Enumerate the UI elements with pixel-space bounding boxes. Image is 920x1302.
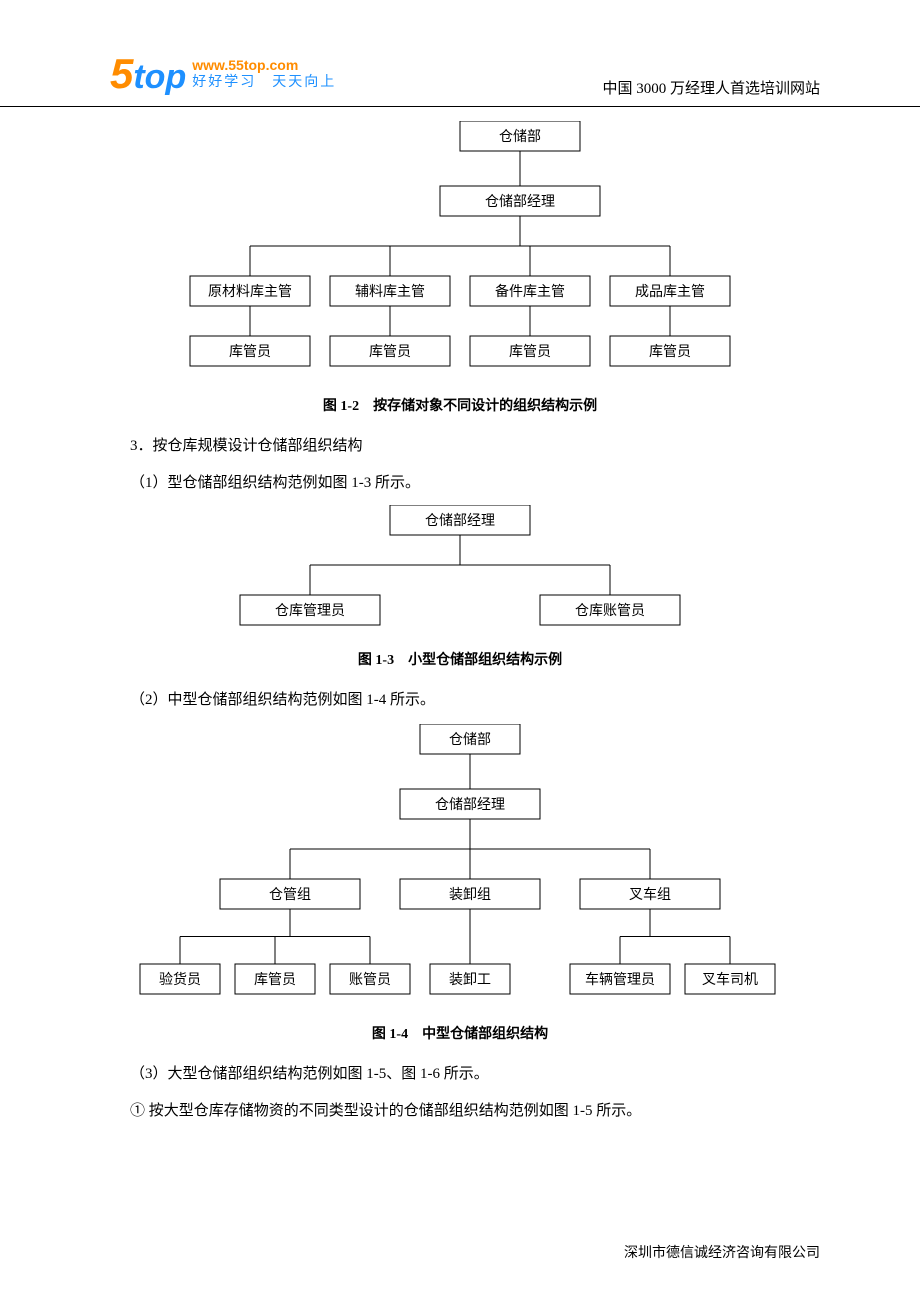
svg-text:车辆管理员: 车辆管理员: [585, 971, 655, 988]
svg-text:辅料库主管: 辅料库主管: [355, 284, 425, 300]
svg-text:库管员: 库管员: [509, 344, 551, 360]
svg-text:成品库主管: 成品库主管: [635, 284, 705, 300]
svg-text:仓储部: 仓储部: [449, 732, 491, 748]
para-3: （3）大型仓储部组织结构范例如图 1-5、图 1-6 所示。: [0, 1061, 920, 1088]
svg-text:仓库管理员: 仓库管理员: [275, 603, 345, 619]
svg-text:装卸组: 装卸组: [449, 887, 491, 903]
svg-text:叉车组: 叉车组: [629, 886, 671, 903]
para-1: （1）型仓储部组织结构范例如图 1-3 所示。: [0, 470, 920, 497]
svg-text:库管员: 库管员: [649, 344, 691, 360]
chart3-caption: 图 1-4 中型仓储部组织结构: [0, 1023, 920, 1043]
footer-text: 深圳市德信诚经济咨询有限公司: [624, 1242, 820, 1262]
logo: 5top www.55top.com 好好学习 天天向上: [110, 50, 336, 98]
svg-text:账管员: 账管员: [349, 972, 391, 988]
svg-text:仓储部经理: 仓储部经理: [485, 194, 555, 210]
org-chart-2: 仓储部经理仓库管理员 仓库账管员: [160, 505, 760, 635]
svg-text:仓储部经理: 仓储部经理: [425, 513, 495, 529]
org-chart-1: 仓储部仓储部经理原材料库主管 辅料库主管 备件库主管 成品库主管库管员 库管员 库管员 库管…: [130, 121, 790, 381]
svg-text:仓储部: 仓储部: [499, 129, 541, 145]
header-tagline: 中国 3000 万经理人首选培训网站: [602, 77, 820, 98]
logo-url: www.55top.com: [192, 56, 336, 74]
svg-text:装卸工: 装卸工: [449, 972, 491, 988]
chart1-caption: 图 1-2 按存储对象不同设计的组织结构示例: [0, 395, 920, 415]
svg-text:仓库账管员: 仓库账管员: [575, 603, 645, 619]
org-chart-3: 仓储部仓储部经理仓管组 装卸组 叉车组验货员 库管员 账管员 装卸工 车辆管理员 叉车司机: [110, 724, 810, 1009]
section3-title: 3．按仓库规模设计仓储部组织结构: [0, 433, 920, 460]
svg-text:原材料库主管: 原材料库主管: [208, 284, 292, 300]
logo-slogan: 好好学习 天天向上: [192, 74, 336, 92]
logo-mark: 5top: [110, 50, 186, 98]
svg-text:仓储部经理: 仓储部经理: [435, 797, 505, 813]
svg-text:备件库主管: 备件库主管: [495, 283, 565, 300]
chart2-caption: 图 1-3 小型仓储部组织结构示例: [0, 649, 920, 669]
page-header: 5top www.55top.com 好好学习 天天向上 中国 3000 万经理…: [0, 0, 920, 107]
svg-text:库管员: 库管员: [369, 344, 411, 360]
svg-text:库管员: 库管员: [254, 972, 296, 988]
para-4: ① 按大型仓库存储物资的不同类型设计的仓储部组织结构范例如图 1-5 所示。: [0, 1098, 920, 1125]
svg-text:验货员: 验货员: [159, 971, 201, 988]
svg-text:库管员: 库管员: [229, 344, 271, 360]
para-2: （2）中型仓储部组织结构范例如图 1-4 所示。: [0, 687, 920, 714]
svg-text:仓管组: 仓管组: [269, 887, 311, 903]
svg-text:叉车司机: 叉车司机: [702, 971, 758, 988]
